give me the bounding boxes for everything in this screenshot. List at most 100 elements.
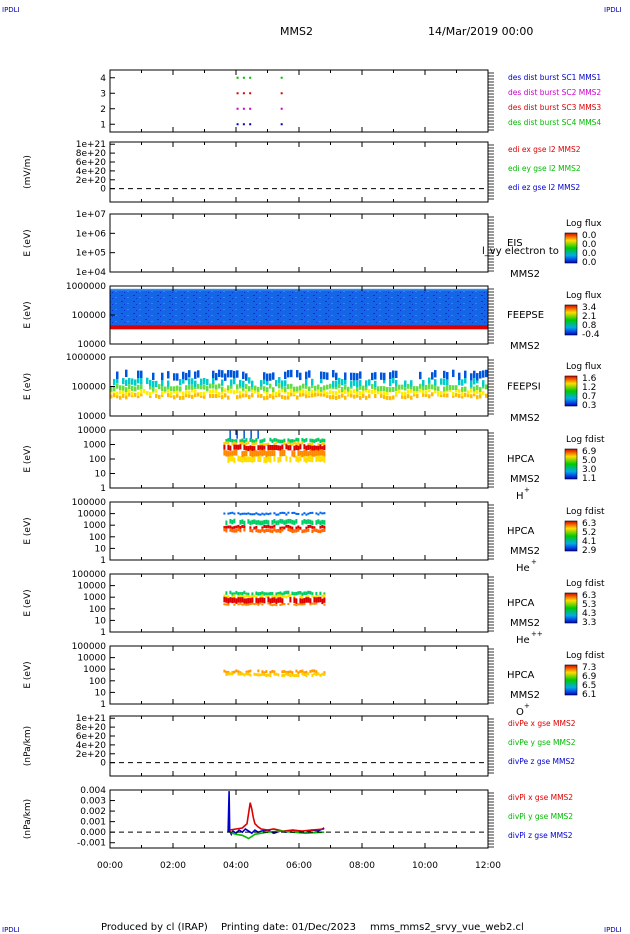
heatmap-cell bbox=[140, 392, 143, 397]
heatmap-cell bbox=[307, 595, 310, 598]
heatmap-cell bbox=[283, 602, 286, 606]
heatmap-cell bbox=[279, 529, 282, 534]
y-tick-label: 1e+21 bbox=[76, 140, 106, 150]
heatmap-cell bbox=[233, 441, 236, 445]
heatmap-cell bbox=[485, 369, 488, 378]
y-tick-label: 1 bbox=[100, 628, 106, 638]
heatmap-cell bbox=[231, 597, 234, 604]
heatmap-cell bbox=[247, 592, 250, 597]
heatmap-cell bbox=[269, 674, 272, 678]
burst-point bbox=[280, 92, 283, 95]
heatmap-cell bbox=[128, 392, 131, 397]
heatmap-cell bbox=[315, 449, 318, 456]
heatmap-cell bbox=[231, 595, 234, 599]
heatmap-cell bbox=[188, 393, 191, 398]
heatmap-cell bbox=[212, 377, 215, 385]
heatmap-cell bbox=[267, 513, 270, 516]
heatmap-cell bbox=[239, 592, 242, 596]
heatmap-cell bbox=[267, 455, 270, 462]
heatmap-cell bbox=[239, 672, 242, 676]
legend-entry: des dist burst SC3 MMS3 bbox=[508, 103, 601, 112]
heatmap-cell bbox=[223, 669, 226, 673]
panel-burst: 1 2 3 4 des dist burst SC1 MMS1 des dist burs… bbox=[100, 69, 601, 133]
heatmap-cell bbox=[237, 524, 240, 528]
legend-entry: divPe x gse MMS2 bbox=[508, 719, 576, 728]
heatmap-cell bbox=[293, 441, 296, 445]
heatmap-cell bbox=[261, 603, 264, 606]
heatmap-cell bbox=[249, 513, 252, 516]
x-tick-label: 12:00 bbox=[475, 861, 501, 871]
heatmap-cell bbox=[389, 379, 392, 387]
heatmap-cell bbox=[485, 393, 488, 398]
legend-entry: divPe z gse MMS2 bbox=[508, 757, 575, 766]
heatmap-cell bbox=[289, 442, 292, 446]
heatmap-cell bbox=[255, 595, 258, 599]
heatmap-cell bbox=[233, 449, 236, 456]
heatmap-cell bbox=[323, 385, 326, 391]
heatmap-cell bbox=[248, 386, 251, 392]
heatmap-cell bbox=[243, 673, 246, 677]
heatmap-cell bbox=[212, 370, 215, 379]
heatmap-cell bbox=[315, 602, 318, 605]
heatmap-cell bbox=[241, 519, 244, 524]
heatmap-cell bbox=[293, 451, 296, 458]
heatmap-cell bbox=[110, 389, 113, 394]
heatmap-cell bbox=[301, 520, 304, 525]
heatmap-cell bbox=[233, 518, 236, 524]
heatmap-cell bbox=[428, 384, 431, 389]
heatmap-cell bbox=[305, 379, 308, 386]
y-tick-label: 4e+20 bbox=[76, 741, 107, 751]
heatmap-cell bbox=[245, 456, 248, 463]
heatmap-cell bbox=[227, 457, 230, 463]
heatmap-cell bbox=[309, 449, 312, 456]
species-charge: + bbox=[524, 702, 530, 710]
heatmap-cell bbox=[233, 525, 236, 529]
heatmap-cell bbox=[314, 392, 317, 397]
heatmap-cell bbox=[212, 393, 215, 398]
heatmap-cell bbox=[125, 391, 128, 396]
heatmap-cell bbox=[299, 455, 302, 462]
heatmap-cell bbox=[291, 519, 294, 525]
heatmap-cell bbox=[231, 511, 234, 514]
y-tick-label: 1000000 bbox=[66, 282, 106, 292]
heatmap-cell bbox=[425, 390, 428, 395]
heatmap-cell bbox=[341, 387, 344, 392]
y-tick-label: 1000 bbox=[83, 521, 106, 531]
heatmap-cell bbox=[251, 529, 254, 533]
panel-feepsi: 10000 100000 1000000 E (eV) FEEPSI MMS2 Log fl… bbox=[23, 353, 602, 424]
spacecraft-label: MMS2 bbox=[510, 413, 540, 424]
heatmap-cell bbox=[380, 393, 383, 398]
heatmap-cell bbox=[271, 669, 274, 673]
heatmap-cell bbox=[267, 449, 270, 457]
heatmap-cell bbox=[455, 385, 458, 391]
heatmap-cell bbox=[283, 670, 286, 673]
heatmap-cell bbox=[326, 372, 329, 380]
heatmap-cell bbox=[249, 598, 252, 604]
heatmap-cell bbox=[425, 392, 428, 397]
heatmap-cell bbox=[449, 385, 452, 390]
heatmap-cell bbox=[335, 380, 338, 387]
heatmap-cell bbox=[338, 394, 341, 399]
heatmap-cell bbox=[293, 439, 296, 444]
heatmap-cell bbox=[215, 393, 218, 399]
heatmap-cell bbox=[125, 387, 128, 393]
heatmap-cell bbox=[311, 438, 314, 443]
species-charge: + bbox=[531, 558, 537, 566]
heatmap-cell bbox=[410, 380, 413, 387]
heatmap-cell bbox=[260, 384, 263, 390]
heatmap-cell bbox=[267, 594, 270, 598]
y-tick-label: 100000 bbox=[72, 311, 107, 321]
heatmap-cell bbox=[301, 513, 304, 516]
y-tick-label: 100000 bbox=[72, 570, 107, 580]
heatmap-cell bbox=[188, 378, 191, 385]
y-tick-label: 100 bbox=[89, 533, 106, 543]
heatmap-cell bbox=[265, 512, 268, 515]
heatmap-cell bbox=[245, 393, 248, 398]
heatmap-cell bbox=[319, 529, 322, 534]
heatmap-cell bbox=[289, 596, 292, 603]
heatmap-cell bbox=[356, 386, 359, 392]
colorbar-tick-label: 2.9 bbox=[582, 546, 597, 556]
heatmap-cell bbox=[455, 388, 458, 393]
heatmap-cell bbox=[231, 455, 234, 462]
